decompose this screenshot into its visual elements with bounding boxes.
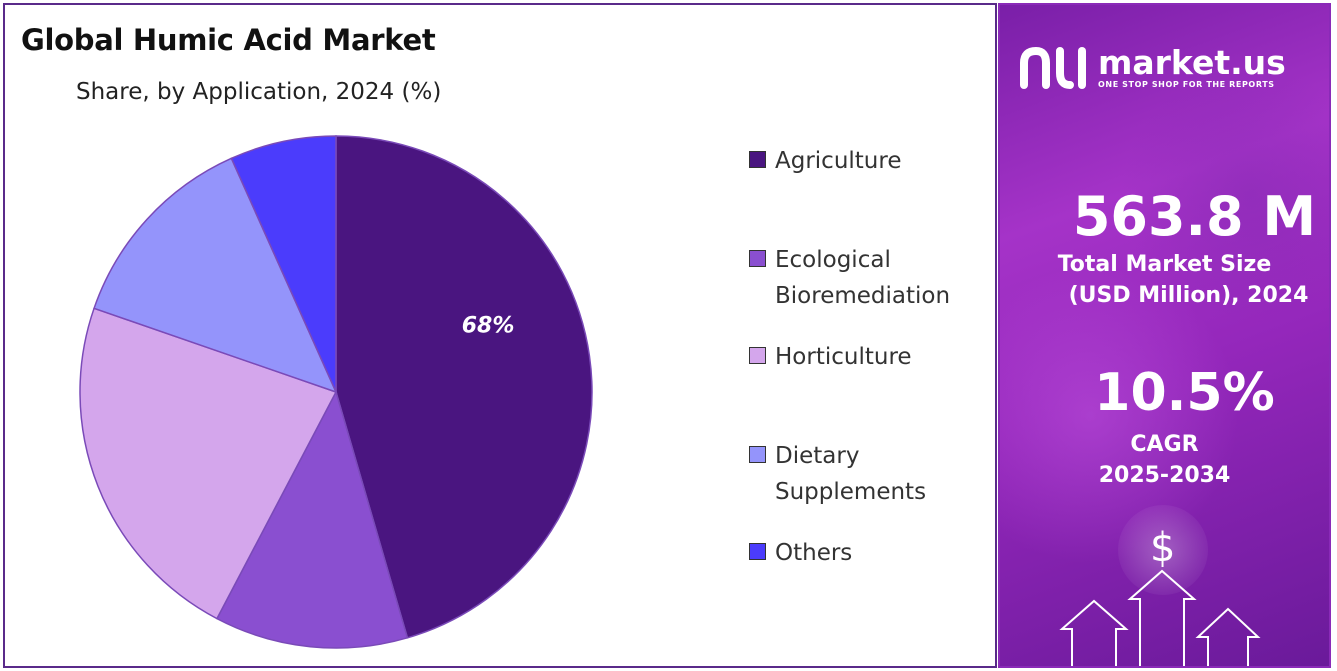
legend-item-others: Others [749,535,975,571]
market-size-label: Total Market Size [1057,252,1272,277]
chart-panel: Global Humic Acid Market Share, by Appli… [3,3,997,668]
legend-swatch [749,446,766,463]
background-glow [1000,265,1240,565]
pie-chart: 68% [79,135,593,649]
stats-panel: market.us ONE STOP SHOP FOR THE REPORTS … [998,3,1331,668]
pie-slice-agriculture [335,135,593,639]
pie-slice-others [230,135,337,393]
market-size-value: 563.8 M [1072,185,1317,248]
legend-label: Agriculture [775,148,902,174]
cagr-value: 10.5% [1094,363,1275,423]
legend-item-agriculture: Agriculture [749,143,975,179]
legend-label: Ecological Bioremediation [775,247,951,309]
legend-label: Others [775,540,853,566]
pie-slice-horticulture [79,307,338,620]
legend-swatch [749,543,766,560]
market-size-unit-label: (USD Million), 2024 [1068,283,1309,308]
legend-swatch [749,250,766,267]
legend-item-ecological-bioremediation: Ecological Bioremediation [749,242,975,314]
legend-swatch [749,151,766,168]
growth-arrows-icon [1059,569,1261,666]
chart-subtitle: Share, by Application, 2024 (%) [76,79,442,105]
legend-swatch [749,347,766,364]
legend-label: Dietary Supplements [775,443,927,505]
dollar-icon: $ [1150,525,1176,571]
pie-slice-ecological-bioremediation [215,390,409,649]
background-glow [1120,65,1329,325]
brand-text: market.us ONE STOP SHOP FOR THE REPORTS [1098,42,1286,89]
market-us-logo-icon [1020,46,1086,89]
legend-item-horticulture: Horticulture [749,339,975,375]
cagr-label: CAGR [1130,432,1199,457]
pie-slice-dietary-supplements [93,157,338,394]
chart-title: Global Humic Acid Market [21,23,436,57]
brand-tagline: ONE STOP SHOP FOR THE REPORTS [1098,79,1275,89]
coin-circle [1118,505,1208,595]
legend-label: Horticulture [775,344,912,370]
legend-item-dietary-supplements: Dietary Supplements [749,438,975,510]
cagr-period-label: 2025-2034 [1098,463,1231,488]
brand-name: market.us [1098,42,1286,82]
brand: market.us ONE STOP SHOP FOR THE REPORTS [1020,45,1286,89]
pie-data-label: 68% [462,313,515,338]
